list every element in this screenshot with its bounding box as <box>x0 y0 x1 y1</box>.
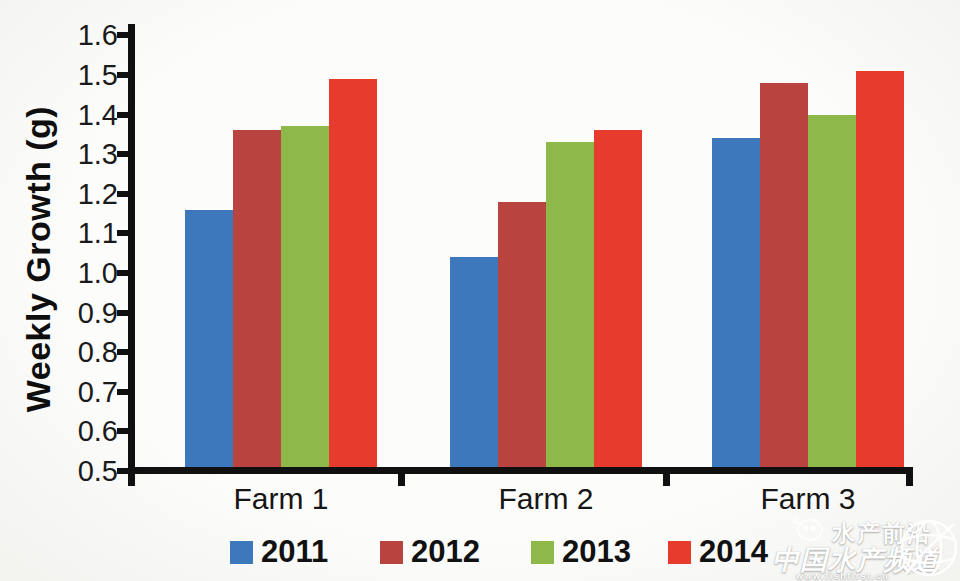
y-tick <box>117 72 129 78</box>
x-tick <box>663 474 670 486</box>
y-tick-label: 0.6 <box>44 415 118 447</box>
x-tick <box>906 474 913 486</box>
legend-swatch-2013 <box>531 541 554 564</box>
y-tick-label: 1.5 <box>44 59 118 91</box>
bar-2012-farm-3 <box>760 83 808 471</box>
bar-2014-farm-2 <box>594 130 642 471</box>
bar-2014-farm-1 <box>329 79 377 471</box>
y-tick-label: 1.2 <box>44 178 118 210</box>
y-tick <box>117 389 129 395</box>
y-tick <box>117 468 129 474</box>
y-tick-label: 1.6 <box>44 19 118 51</box>
legend-label: 2013 <box>562 538 631 566</box>
chart-figure: Weekly Growth (g) 0.50.60.70.80.91.01.11… <box>0 0 960 581</box>
y-tick-label: 1.1 <box>44 217 118 249</box>
legend-label: 2012 <box>411 538 480 566</box>
y-tick-label: 1.4 <box>44 99 118 131</box>
y-tick <box>117 230 129 236</box>
bar-2013-farm-2 <box>546 142 594 471</box>
y-tick <box>117 112 129 118</box>
legend-item-2011: 2011 <box>230 538 328 566</box>
legend-item-2014: 2014 <box>668 538 768 566</box>
y-tick-label: 0.8 <box>44 336 118 368</box>
watermark: 水产前沿 中国水产频道 www.fishfirst.cn <box>768 510 960 581</box>
bar-2013-farm-1 <box>281 126 329 471</box>
x-axis-line <box>128 467 913 474</box>
y-tick <box>117 310 129 316</box>
legend-label: 2011 <box>261 538 328 566</box>
fish-mascot-icon <box>786 514 832 544</box>
globe-icon <box>898 516 960 580</box>
y-tick <box>117 151 129 157</box>
y-tick-label: 0.9 <box>44 297 118 329</box>
bar-2012-farm-1 <box>233 130 281 471</box>
y-tick-label: 0.5 <box>44 455 118 487</box>
y-tick <box>117 349 129 355</box>
legend-swatch-2012 <box>380 541 403 564</box>
x-category-label: Farm 1 <box>185 482 377 516</box>
x-tick <box>398 474 405 486</box>
legend-item-2013: 2013 <box>531 538 631 566</box>
bar-2011-farm-2 <box>450 257 498 471</box>
y-tick <box>117 191 129 197</box>
bar-2012-farm-2 <box>498 202 546 471</box>
y-tick-label: 1.0 <box>44 257 118 289</box>
legend-label: 2014 <box>699 538 768 566</box>
y-tick <box>117 270 129 276</box>
bar-2011-farm-3 <box>712 138 760 471</box>
y-tick <box>117 428 129 434</box>
bar-2014-farm-3 <box>856 71 904 471</box>
y-tick <box>117 32 129 38</box>
y-tick-label: 0.7 <box>44 376 118 408</box>
legend-swatch-2014 <box>668 541 691 564</box>
y-axis-line <box>128 24 135 486</box>
bar-2011-farm-1 <box>185 210 233 471</box>
watermark-url: www.fishfirst.cn <box>796 571 889 581</box>
legend-swatch-2011 <box>230 541 253 564</box>
bar-2013-farm-3 <box>808 115 856 471</box>
legend-item-2012: 2012 <box>380 538 480 566</box>
x-category-label: Farm 2 <box>450 482 642 516</box>
y-tick-label: 1.3 <box>44 138 118 170</box>
